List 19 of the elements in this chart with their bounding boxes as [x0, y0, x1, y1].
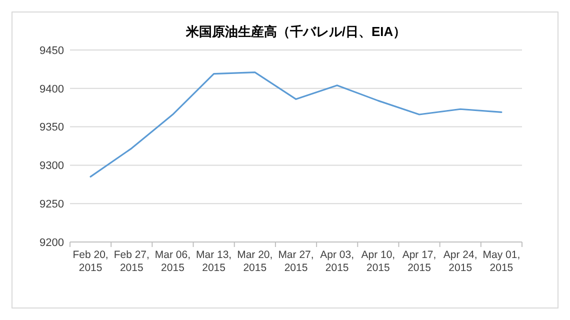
x-tick-label: Mar 20, 2015: [237, 249, 273, 274]
y-tick-label: 9400: [40, 83, 64, 96]
x-tick-label: Apr 03, 2015: [320, 249, 354, 274]
x-tick-label: Feb 27, 2015: [114, 249, 150, 274]
y-tick-label: 9300: [40, 160, 64, 172]
chart-title: 米国原油生産高（千バレル/日、EIA）: [184, 24, 406, 39]
x-tick-label: Mar 27, 2015: [278, 249, 314, 274]
x-tick-label: Apr 10, 2015: [361, 249, 396, 274]
x-tick-label: Apr 17, 2015: [402, 249, 436, 274]
x-tick-label: Mar 06, 2015: [154, 249, 191, 274]
x-tick-label: May 01, 2015: [482, 249, 520, 274]
x-tick-label: Feb 20, 2015: [72, 249, 108, 274]
y-tick-label: 9350: [40, 122, 64, 134]
x-tick-label: Apr 24, 2015: [443, 249, 478, 274]
x-tick-label: Mar 13, 2015: [196, 249, 232, 274]
y-tick-label: 9450: [40, 44, 64, 57]
y-tick-label: 9250: [40, 198, 64, 210]
y-tick-label: 9200: [40, 236, 64, 249]
line-series: [90, 71, 502, 178]
